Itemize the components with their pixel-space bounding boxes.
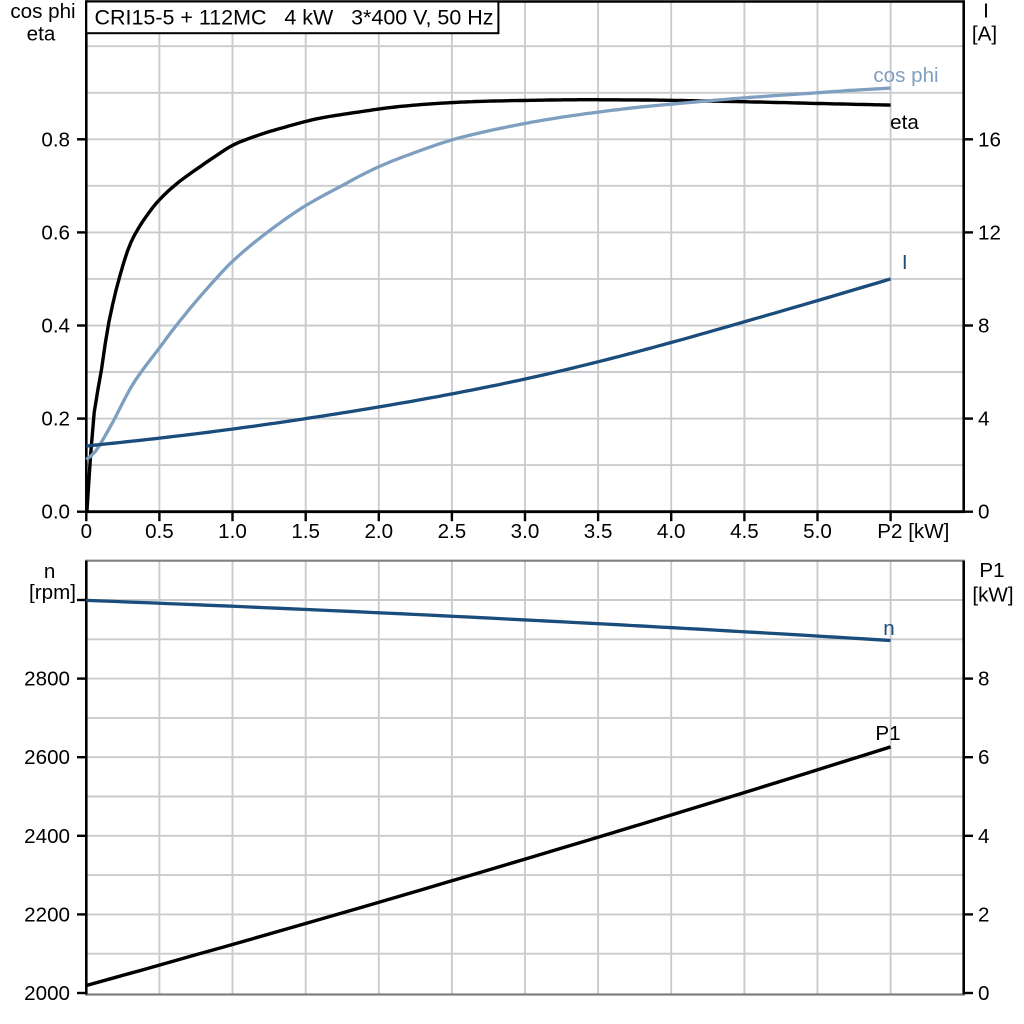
svg-text:0: 0 [81, 520, 92, 543]
svg-text:CRI15-5 + 112MC 4 kW 3*400: CRI15-5 + 112MC 4 kW 3*400 V, 50 Hz [95, 7, 494, 30]
svg-text:0: 0 [978, 982, 989, 1005]
svg-text:3.5: 3.5 [584, 520, 613, 543]
svg-text:0.5: 0.5 [145, 520, 174, 543]
svg-text:6: 6 [978, 746, 989, 769]
svg-text:2200: 2200 [24, 903, 70, 926]
svg-text:P1: P1 [979, 559, 1004, 582]
svg-text:8: 8 [978, 668, 989, 691]
svg-text:[A]: [A] [972, 23, 997, 46]
svg-text:2000: 2000 [24, 982, 70, 1005]
svg-text:[kW]: [kW] [972, 584, 1013, 607]
svg-text:P1: P1 [875, 722, 900, 745]
svg-text:eta: eta [27, 22, 56, 45]
svg-text:2600: 2600 [24, 746, 70, 769]
svg-text:4: 4 [978, 408, 989, 431]
svg-text:eta: eta [890, 111, 919, 134]
svg-text:1.0: 1.0 [218, 520, 247, 543]
svg-text:I: I [902, 251, 908, 274]
svg-text:2400: 2400 [24, 825, 70, 848]
svg-text:2: 2 [978, 903, 989, 926]
svg-text:0.2: 0.2 [41, 408, 70, 431]
svg-text:2.0: 2.0 [364, 520, 393, 543]
svg-text:cos phi: cos phi [873, 64, 938, 87]
svg-text:3.0: 3.0 [511, 520, 540, 543]
svg-text:4.0: 4.0 [657, 520, 686, 543]
svg-text:12: 12 [978, 221, 1001, 244]
svg-text:16: 16 [978, 128, 1001, 151]
svg-text:0.0: 0.0 [41, 501, 70, 524]
svg-text:4: 4 [978, 825, 989, 848]
svg-text:cos phi: cos phi [10, 0, 75, 23]
svg-text:2.5: 2.5 [438, 520, 467, 543]
svg-text:4.5: 4.5 [730, 520, 759, 543]
svg-text:[rpm]: [rpm] [29, 581, 76, 604]
svg-text:1.5: 1.5 [291, 520, 320, 543]
svg-text:n: n [883, 617, 894, 640]
svg-text:2800: 2800 [24, 668, 70, 691]
svg-text:0.6: 0.6 [41, 221, 70, 244]
svg-text:0.4: 0.4 [41, 315, 70, 338]
svg-text:8: 8 [978, 315, 989, 338]
svg-text:P2 [kW]: P2 [kW] [877, 520, 949, 543]
svg-text:n: n [44, 560, 55, 583]
svg-text:0: 0 [978, 501, 989, 524]
svg-text:5.0: 5.0 [803, 520, 832, 543]
svg-text:I: I [983, 0, 989, 23]
svg-text:0.8: 0.8 [41, 128, 70, 151]
